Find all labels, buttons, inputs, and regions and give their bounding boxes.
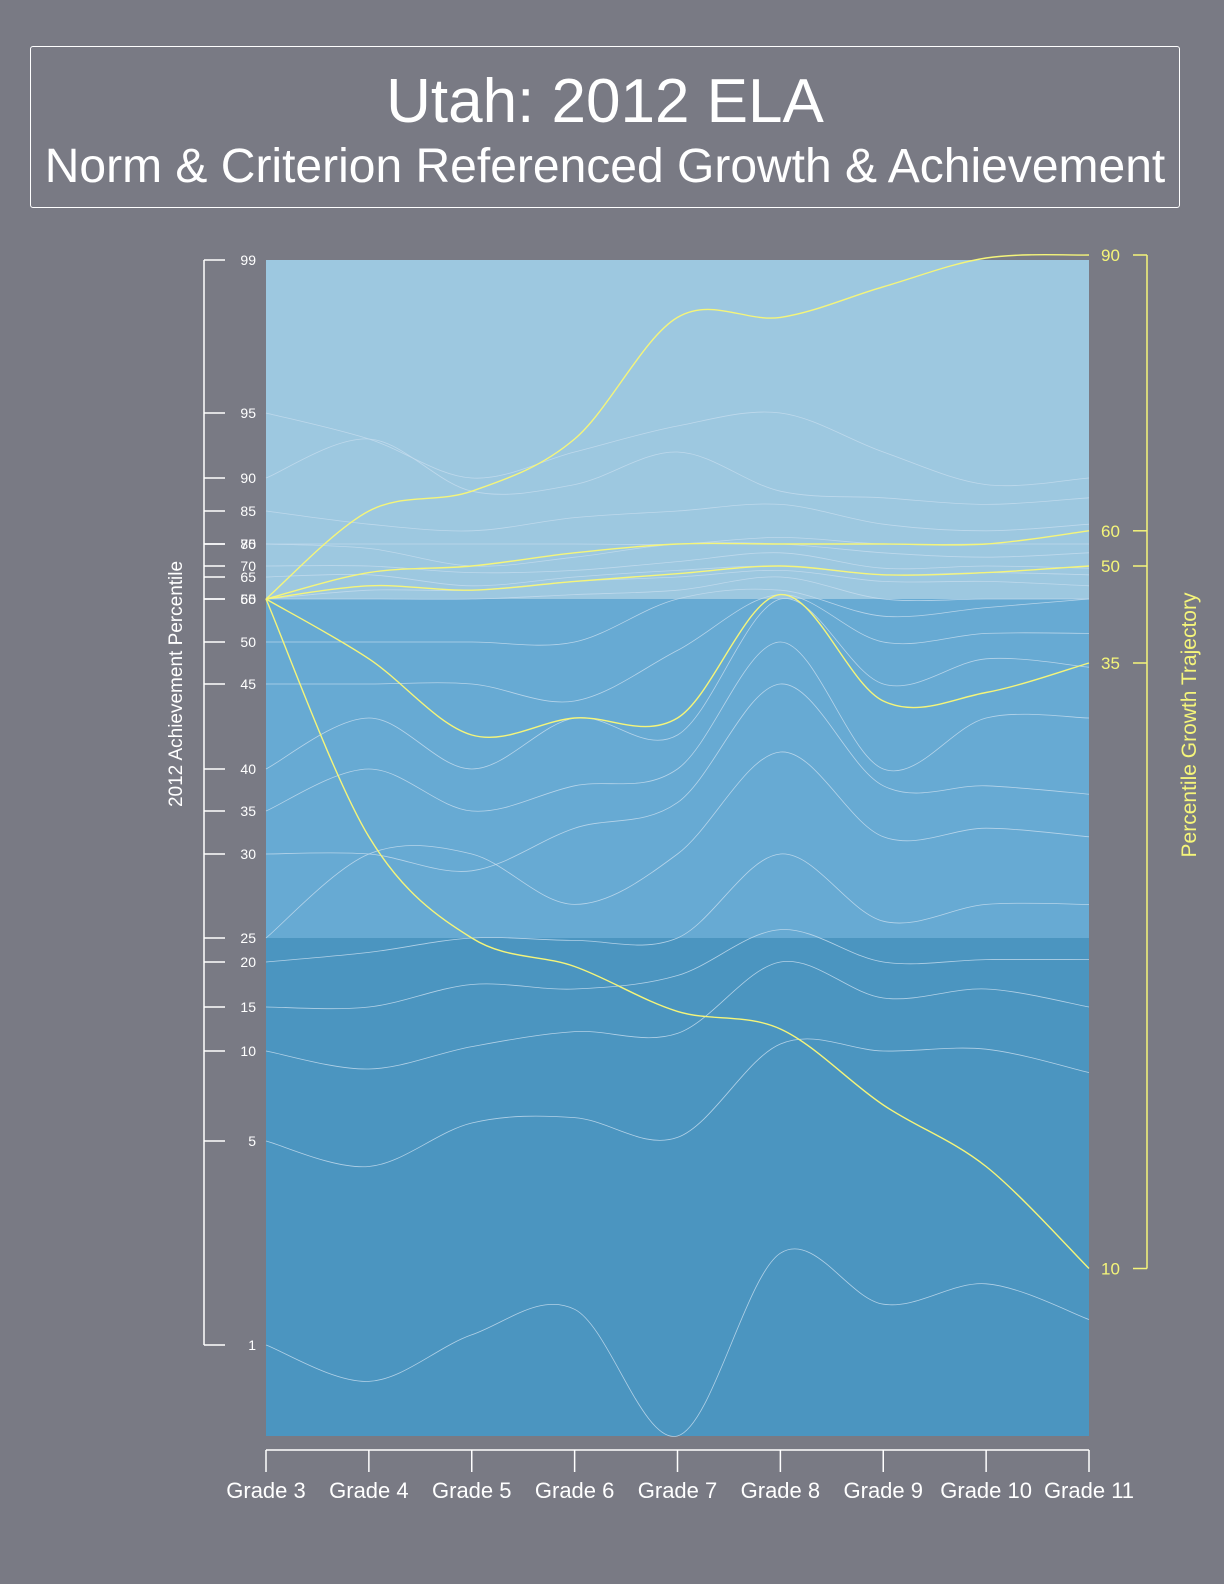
x-tick-label: Grade 3 xyxy=(226,1478,306,1503)
chart-subtitle: Norm & Criterion Referenced Growth & Ach… xyxy=(44,140,1166,193)
band-middle xyxy=(266,599,1089,938)
y-tick-label: 1 xyxy=(248,1337,256,1353)
y2-tick-label: 90 xyxy=(1101,246,1120,265)
y-tick-label: 50 xyxy=(240,634,256,650)
chart-title: Utah: 2012 ELA xyxy=(386,67,824,136)
y-tick-label: 5 xyxy=(248,1133,256,1149)
y-tick-label: 70 xyxy=(240,558,256,574)
y-tick-label: 15 xyxy=(240,999,256,1015)
x-tick-label: Grade 9 xyxy=(844,1478,924,1503)
percentile-curve xyxy=(265,751,1090,939)
y2-tick-label: 50 xyxy=(1101,557,1120,576)
x-axis: Grade 3 Grade 4 Grade 5 Grade 6 Grade 7 Grade… xyxy=(226,1449,1134,1503)
percentile-curve xyxy=(265,961,1090,1070)
y-tick-label: 10 xyxy=(240,1043,256,1059)
x-tick-label: Grade 6 xyxy=(535,1478,615,1503)
achievement-bands xyxy=(266,260,1089,1436)
percentile-curve xyxy=(266,588,1090,646)
x-tick-label: Grade 7 xyxy=(638,1478,718,1503)
percentile-curve xyxy=(265,853,1090,963)
band-low xyxy=(266,938,1089,1436)
right-y-axis: 10 35 50 60 90 xyxy=(1101,246,1148,1279)
band-high xyxy=(266,260,1089,599)
trajectory-curves xyxy=(265,254,1090,1269)
y-tick-label: 20 xyxy=(240,954,256,970)
percentile-curve xyxy=(265,594,1090,703)
y-tick-label: 25 xyxy=(240,930,256,946)
y2-tick-label: 35 xyxy=(1101,654,1120,673)
trajectory-curve xyxy=(265,598,1090,1269)
y-tick-label: 45 xyxy=(240,676,256,692)
percentile-curve xyxy=(265,683,1090,872)
percentile-curve xyxy=(265,598,1090,770)
title-box: Utah: 2012 ELA Norm & Criterion Referenc… xyxy=(30,46,1180,208)
x-tick-label: Grade 5 xyxy=(432,1478,512,1503)
trajectory-curve xyxy=(265,254,1090,600)
y-tick-label: 95 xyxy=(240,405,256,421)
x-tick-label: Grade 11 xyxy=(1044,1478,1134,1503)
x-tick-label: Grade 4 xyxy=(329,1478,409,1503)
percentile-curve xyxy=(265,929,1090,1010)
y-tick-label: 30 xyxy=(240,846,256,862)
y-tick-label: 60 xyxy=(240,591,256,607)
percentile-curve xyxy=(265,641,1090,812)
y-tick-label: 55 xyxy=(240,591,256,607)
y-tick-label: 35 xyxy=(240,803,256,819)
percentile-curve xyxy=(265,1248,1090,1437)
trajectory-curve xyxy=(265,530,1090,600)
y-tick-label: 65 xyxy=(240,569,256,585)
trajectory-curve xyxy=(265,593,1090,739)
percentile-curve xyxy=(265,552,1090,574)
x-tick-label: Grade 8 xyxy=(741,1478,821,1503)
percentile-curve xyxy=(265,1038,1090,1168)
trajectory-curve xyxy=(265,565,1090,600)
y-tick-label: 90 xyxy=(240,470,256,486)
y-tick-label: 85 xyxy=(240,503,256,519)
y-tick-label: 40 xyxy=(240,761,256,777)
y-tick-label: 99 xyxy=(240,252,256,268)
percentile-curve xyxy=(265,438,1090,505)
y-tick-label: 75 xyxy=(240,536,256,552)
y2-tick-label: 60 xyxy=(1101,522,1120,541)
y-axis-label: 2012 Achievement Percentile xyxy=(166,561,187,807)
percentile-curve xyxy=(265,569,1090,600)
percentile-curve xyxy=(266,576,1089,602)
x-tick-label: Grade 10 xyxy=(940,1478,1032,1503)
y2-axis-label: Percentile Growth Trajectory xyxy=(1178,592,1201,857)
y2-tick-label: 10 xyxy=(1101,1260,1120,1279)
percentile-curve xyxy=(265,503,1090,532)
y-tick-label: 80 xyxy=(240,536,256,552)
percentile-curve xyxy=(265,411,1090,487)
